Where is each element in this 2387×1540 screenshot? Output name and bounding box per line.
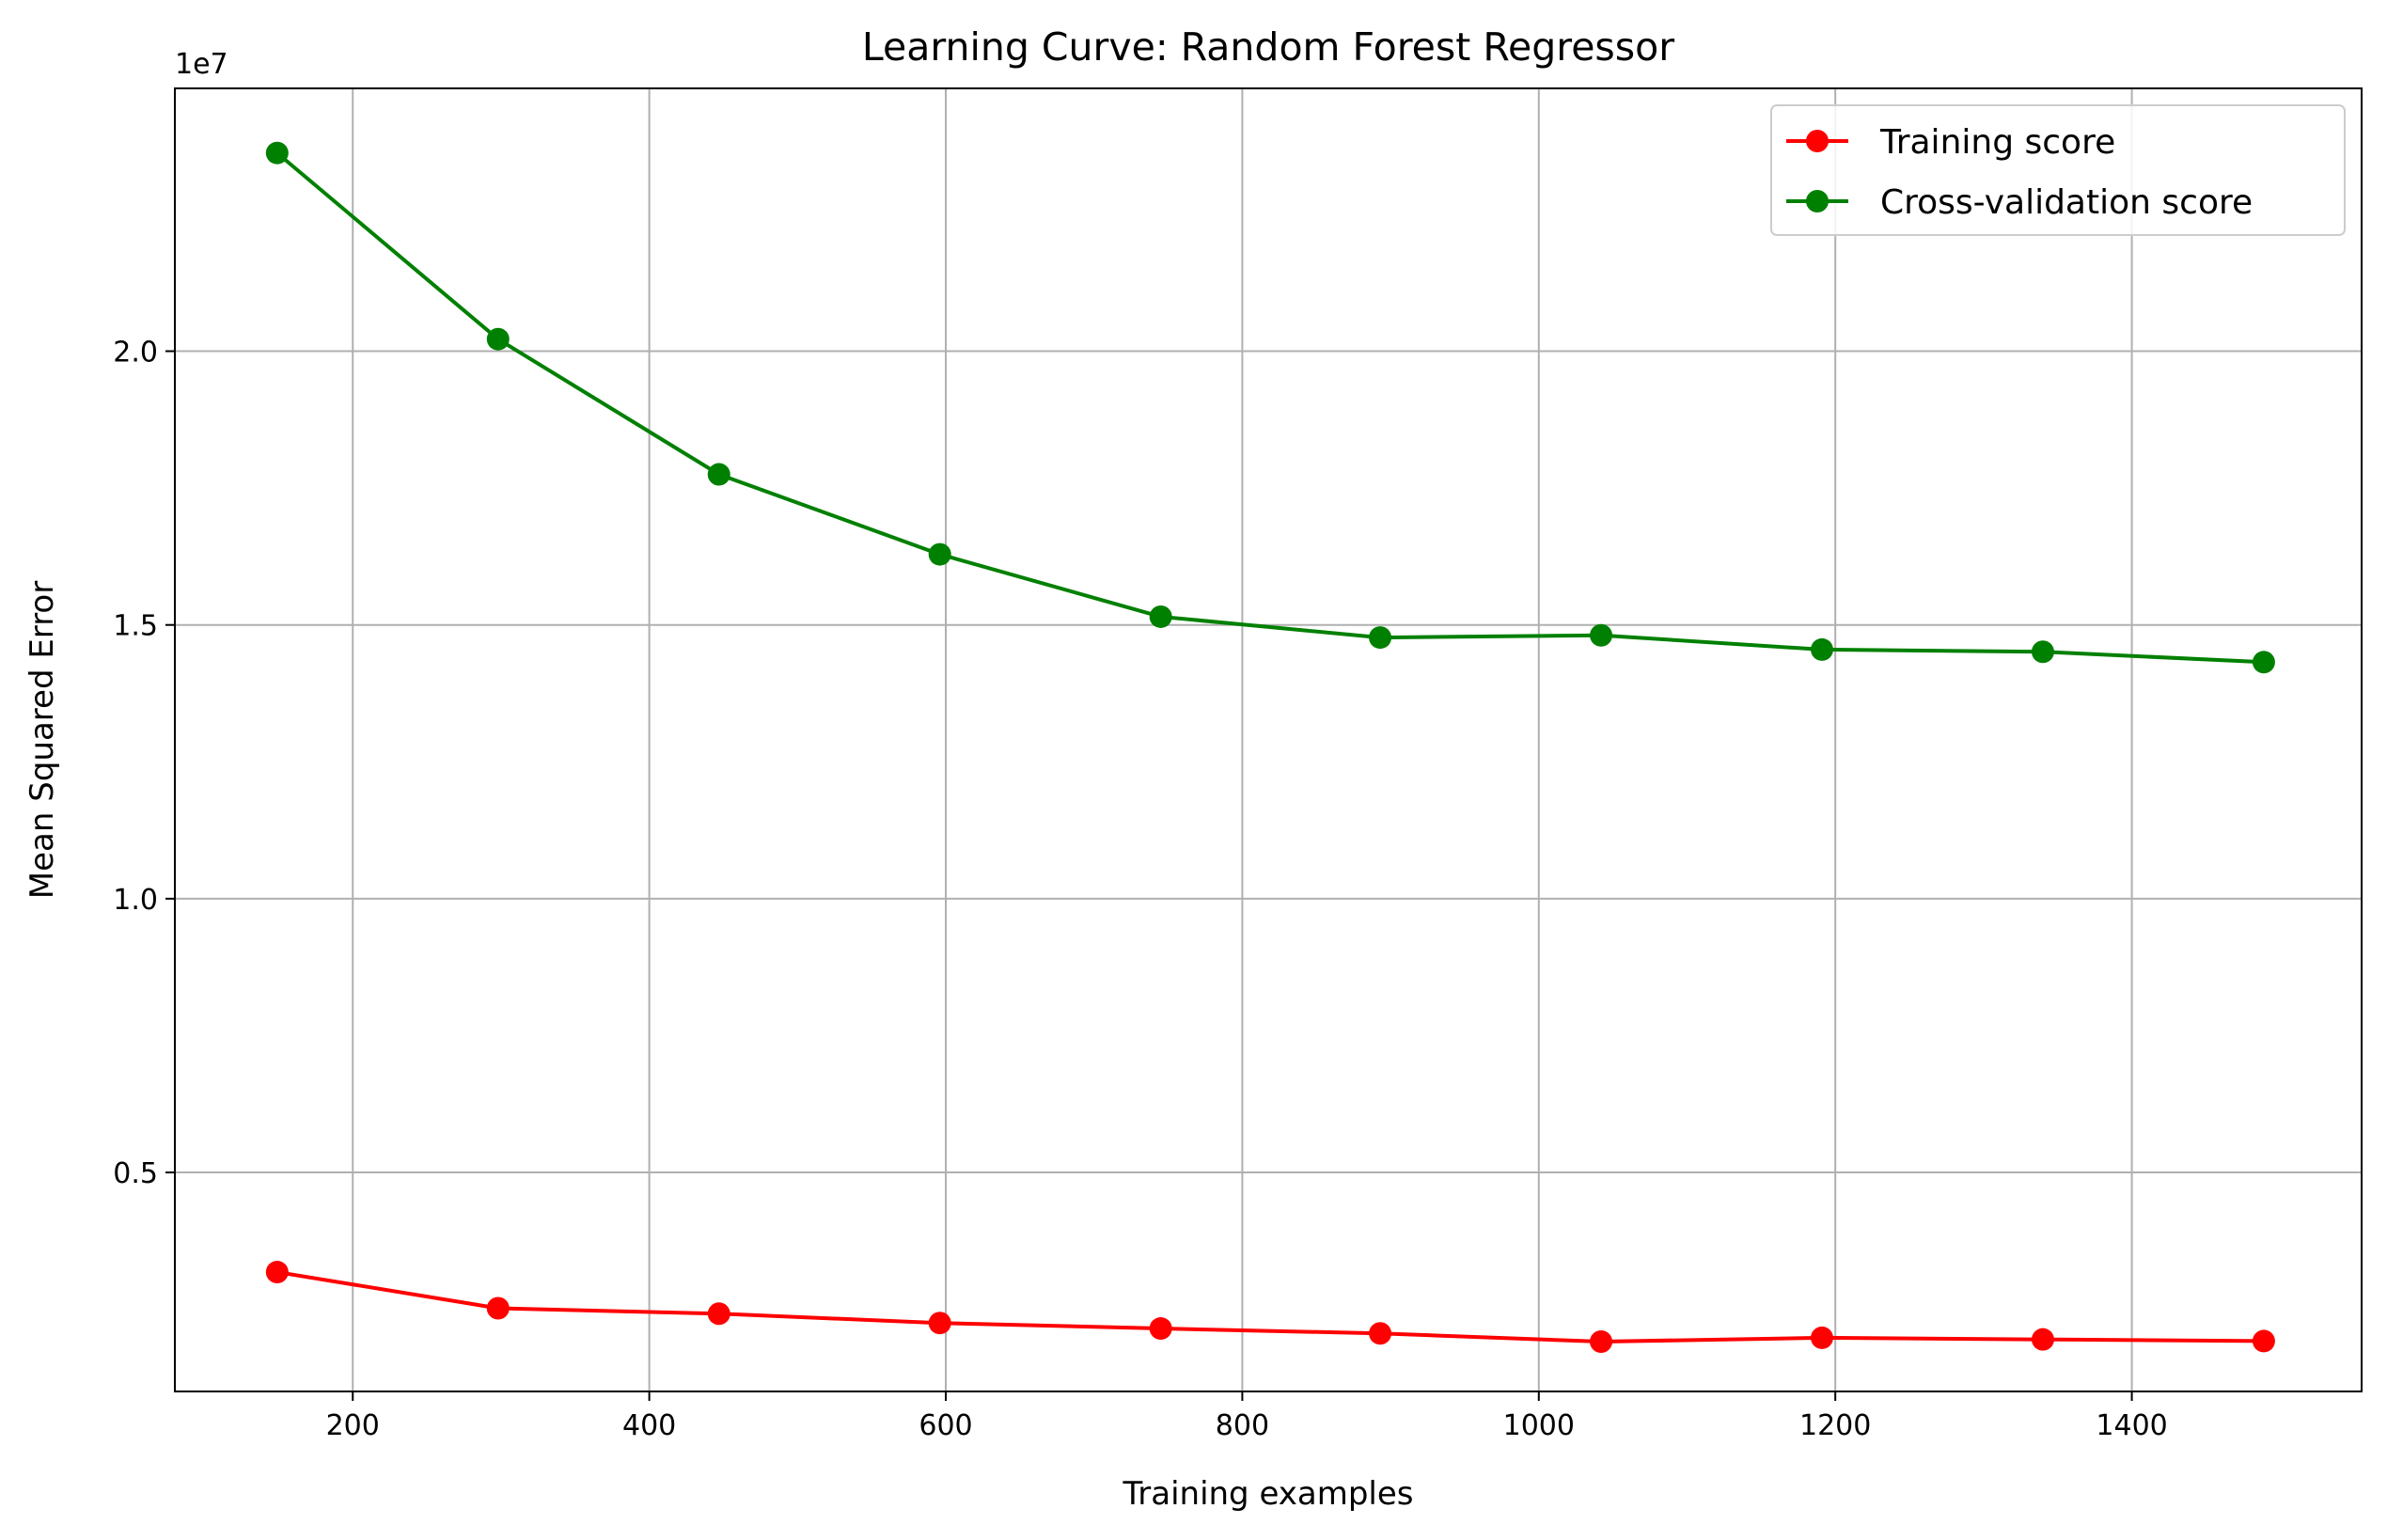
x-tick-label: 800 [1216, 1409, 1269, 1442]
chart-title: Learning Curve: Random Forest Regressor [862, 24, 1674, 70]
x-tick-label: 1200 [1799, 1409, 1871, 1442]
data-point [486, 327, 510, 351]
data-point [1369, 1322, 1392, 1345]
y-tick-label: 1.0 [113, 884, 158, 917]
series-line [275, 151, 2265, 665]
data-point [1590, 1330, 1613, 1354]
axis-ticks: 200 400 600 800 1000 1200 1400 0.5 1.0 1.5 2.0 [113, 337, 2167, 1442]
data-point [1369, 626, 1392, 650]
data-point [2252, 1329, 2275, 1353]
data-point [928, 542, 951, 566]
y-tick-label: 2.0 [113, 337, 158, 369]
series-0 [265, 1261, 2275, 1354]
legend-marker [1806, 190, 1829, 212]
legend: Training score Cross-validation score [1770, 104, 2346, 236]
series-layer [265, 141, 2275, 1354]
x-axis-label: Training examples [1122, 1475, 1413, 1513]
data-point [2252, 651, 2275, 674]
data-point [1590, 623, 1613, 647]
x-tick-label: 400 [622, 1409, 676, 1442]
data-point [1149, 605, 1172, 628]
data-point [928, 1312, 951, 1335]
series-1 [265, 141, 2275, 674]
grid-lines [175, 88, 2362, 1391]
plot-area-frame [174, 87, 2363, 1392]
data-point [707, 1302, 730, 1326]
data-point [2031, 640, 2054, 664]
y-tick-label: 0.5 [113, 1157, 158, 1190]
series-line [276, 1270, 2264, 1344]
legend-item: Cross-validation score [1786, 183, 2253, 222]
y-axis-label: Mean Squared Error [24, 581, 61, 899]
legend-label: Training score [1879, 123, 2115, 162]
x-tick-label: 600 [919, 1409, 972, 1442]
data-point [1810, 637, 1833, 661]
y-tick-label: 1.5 [113, 610, 158, 643]
legend-item: Training score [1786, 123, 2115, 162]
data-point [707, 463, 730, 486]
data-point [1149, 1317, 1172, 1341]
x-tick-label: 200 [326, 1409, 380, 1442]
y-axis-offset-label: 1e7 [175, 48, 228, 81]
legend-box [1770, 104, 2346, 236]
x-tick-label: 1400 [2096, 1409, 2167, 1442]
x-tick-label: 1000 [1503, 1409, 1575, 1442]
data-point [1810, 1326, 1833, 1349]
data-point [265, 141, 289, 165]
data-point [2031, 1328, 2054, 1351]
data-point [265, 1261, 289, 1284]
data-point [486, 1296, 510, 1320]
legend-label: Cross-validation score [1880, 183, 2253, 222]
legend-marker [1806, 130, 1829, 152]
